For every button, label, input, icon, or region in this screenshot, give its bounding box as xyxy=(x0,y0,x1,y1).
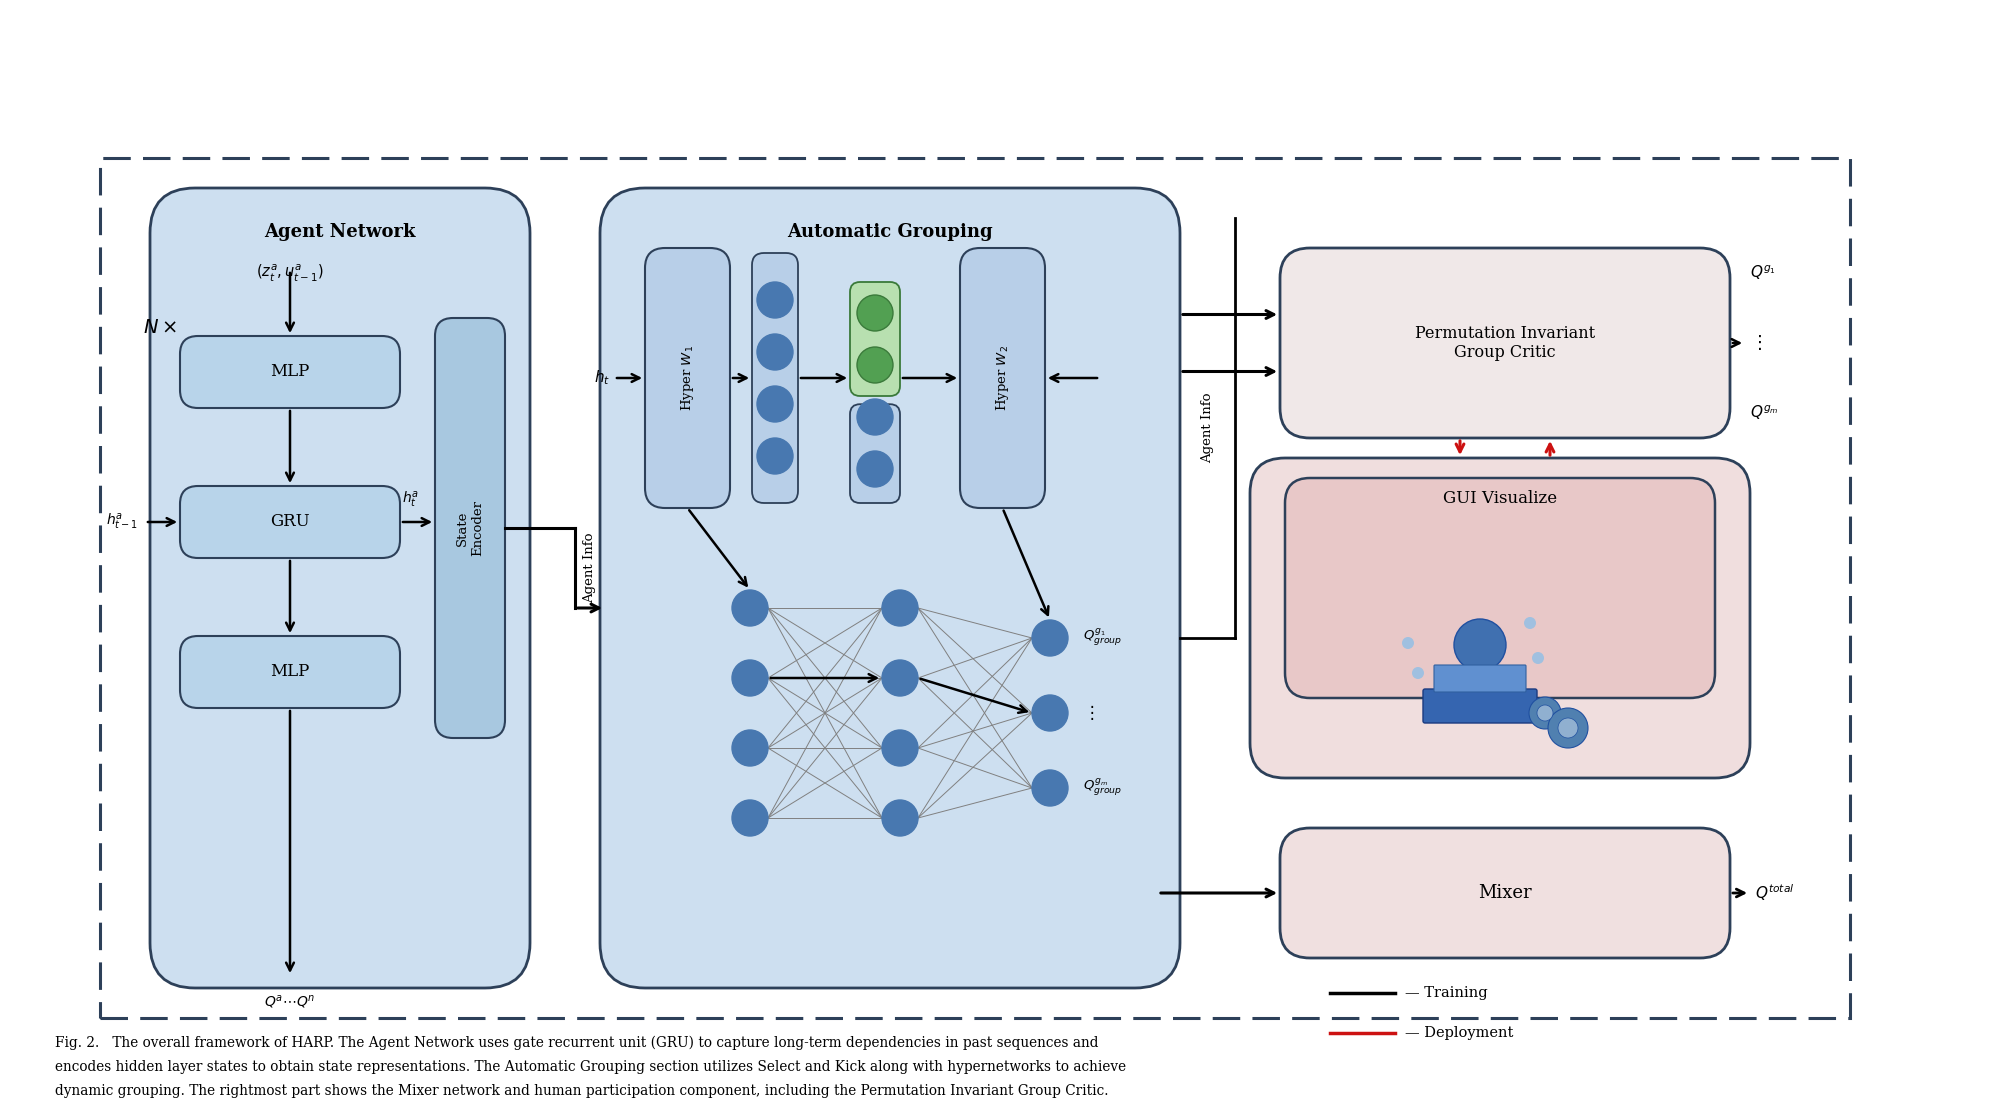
Circle shape xyxy=(756,334,792,370)
Text: $\vdots$: $\vdots$ xyxy=(1750,334,1762,352)
Text: Hyper $W_1$: Hyper $W_1$ xyxy=(679,345,696,411)
Circle shape xyxy=(1032,695,1068,731)
Circle shape xyxy=(1411,667,1423,679)
FancyBboxPatch shape xyxy=(645,248,730,507)
Circle shape xyxy=(1532,652,1544,664)
FancyBboxPatch shape xyxy=(752,253,798,503)
Text: $h_t$: $h_t$ xyxy=(595,369,611,388)
Text: GRU: GRU xyxy=(270,513,310,531)
Circle shape xyxy=(1032,770,1068,806)
Text: MLP: MLP xyxy=(270,363,310,380)
Circle shape xyxy=(883,730,917,766)
Text: Fig. 2.   The overall framework of HARP. The Agent Network uses gate recurrent u: Fig. 2. The overall framework of HARP. T… xyxy=(54,1036,1099,1050)
Text: $N \times$: $N \times$ xyxy=(143,319,177,337)
Text: $h_t^a$: $h_t^a$ xyxy=(401,490,419,510)
Circle shape xyxy=(883,800,917,837)
Text: $Q_{group}^{g_1}$: $Q_{group}^{g_1}$ xyxy=(1083,628,1123,648)
Text: $(z_t^a, u_{t-1}^a)$: $(z_t^a, u_{t-1}^a)$ xyxy=(256,263,325,284)
Circle shape xyxy=(857,347,893,383)
Text: $Q^a \cdots Q^n$: $Q^a \cdots Q^n$ xyxy=(264,993,317,1010)
Circle shape xyxy=(883,589,917,626)
Text: Agent Info: Agent Info xyxy=(1202,392,1214,463)
FancyBboxPatch shape xyxy=(179,636,399,708)
Circle shape xyxy=(732,660,768,696)
Text: Permutation Invariant
Group Critic: Permutation Invariant Group Critic xyxy=(1415,325,1595,361)
Circle shape xyxy=(732,800,768,837)
Text: $\vdots$: $\vdots$ xyxy=(1083,704,1095,722)
Circle shape xyxy=(756,283,792,318)
Text: GUI Visualize: GUI Visualize xyxy=(1443,490,1556,507)
Text: encodes hidden layer states to obtain state representations. The Automatic Group: encodes hidden layer states to obtain st… xyxy=(54,1060,1127,1074)
Circle shape xyxy=(883,660,917,696)
Text: Mixer: Mixer xyxy=(1478,884,1532,902)
Text: $Q_{group}^{g_m}$: $Q_{group}^{g_m}$ xyxy=(1083,778,1123,798)
Circle shape xyxy=(857,399,893,435)
Text: Automatic Grouping: Automatic Grouping xyxy=(786,223,992,242)
Circle shape xyxy=(756,438,792,474)
FancyBboxPatch shape xyxy=(601,188,1179,988)
FancyBboxPatch shape xyxy=(435,318,504,738)
Circle shape xyxy=(1401,637,1413,649)
FancyBboxPatch shape xyxy=(179,486,399,558)
Text: $Q^{g_m}$: $Q^{g_m}$ xyxy=(1750,403,1778,422)
FancyBboxPatch shape xyxy=(1284,478,1716,698)
FancyBboxPatch shape xyxy=(1280,248,1730,438)
FancyBboxPatch shape xyxy=(149,188,530,988)
Circle shape xyxy=(756,386,792,422)
Circle shape xyxy=(732,589,768,626)
Circle shape xyxy=(1558,718,1579,738)
FancyBboxPatch shape xyxy=(851,404,899,503)
FancyBboxPatch shape xyxy=(1250,458,1750,778)
Circle shape xyxy=(1032,620,1068,656)
FancyBboxPatch shape xyxy=(1280,828,1730,958)
Circle shape xyxy=(732,730,768,766)
Text: — Deployment: — Deployment xyxy=(1405,1026,1514,1040)
Circle shape xyxy=(1548,708,1589,748)
Circle shape xyxy=(1536,705,1552,721)
Text: $Q^{total}$: $Q^{total}$ xyxy=(1756,883,1794,903)
Text: Agent Network: Agent Network xyxy=(264,223,415,242)
Circle shape xyxy=(857,451,893,488)
Circle shape xyxy=(857,295,893,331)
Text: State
Encoder: State Encoder xyxy=(456,500,484,556)
Circle shape xyxy=(1454,619,1506,671)
Text: $h_{t-1}^a$: $h_{t-1}^a$ xyxy=(107,512,137,532)
Bar xyxy=(101,158,1851,1018)
Text: MLP: MLP xyxy=(270,664,310,680)
FancyBboxPatch shape xyxy=(851,283,899,396)
Text: — Training: — Training xyxy=(1405,986,1488,1001)
Text: Hyper $W_2$: Hyper $W_2$ xyxy=(994,345,1010,411)
FancyBboxPatch shape xyxy=(1423,689,1536,724)
Text: Agent Info: Agent Info xyxy=(583,533,597,603)
FancyBboxPatch shape xyxy=(960,248,1044,507)
FancyBboxPatch shape xyxy=(1433,665,1526,692)
Circle shape xyxy=(1524,617,1536,629)
Circle shape xyxy=(1528,697,1560,729)
Text: $Q^{g_1}$: $Q^{g_1}$ xyxy=(1750,264,1776,283)
Text: dynamic grouping. The rightmost part shows the Mixer network and human participa: dynamic grouping. The rightmost part sho… xyxy=(54,1084,1109,1098)
FancyBboxPatch shape xyxy=(179,336,399,408)
